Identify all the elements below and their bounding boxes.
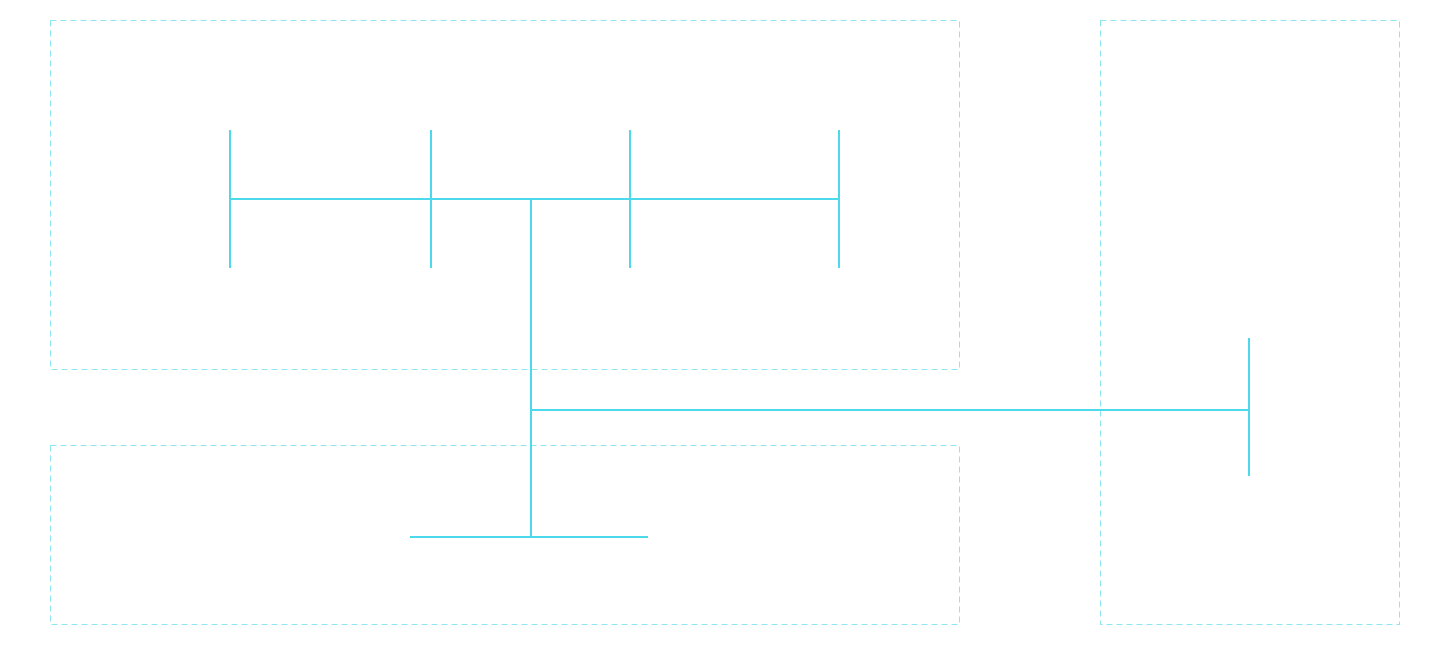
region-bottom-left [50,445,960,625]
region-right [1100,20,1400,625]
connectors-group [229,130,1250,538]
regions-group [50,20,1400,625]
region-top-left [50,20,960,370]
